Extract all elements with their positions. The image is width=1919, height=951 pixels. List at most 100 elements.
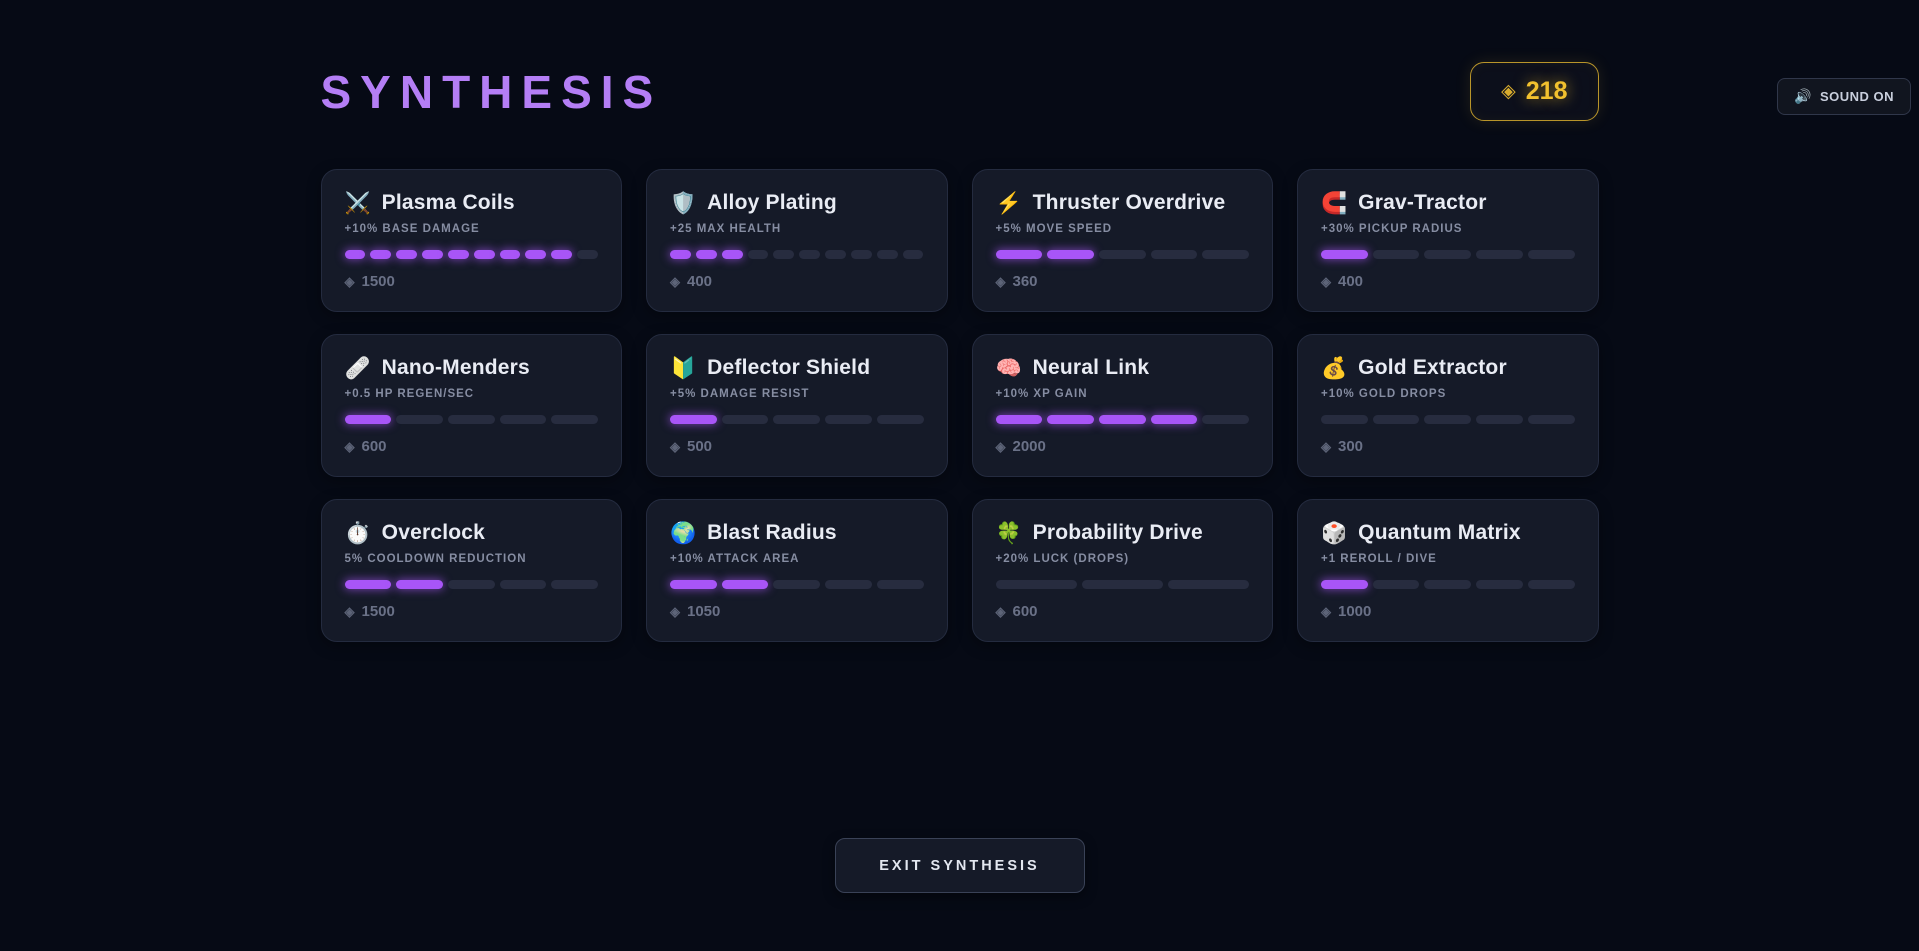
upgrade-card-header: 🛡️ Alloy Plating [670,191,924,215]
upgrade-pip [773,250,795,259]
cost-diamond-icon: ◈ [670,438,680,454]
upgrade-card-header: 💰 Gold Extractor [1321,356,1575,380]
upgrade-card-header: 🍀 Probability Drive [996,521,1250,545]
upgrade-pip [525,250,547,259]
cost-diamond-icon: ◈ [344,273,355,289]
upgrade-name: Neural Link [1032,356,1150,379]
upgrade-card[interactable]: ⚔️ Plasma Coils +10% BASE DAMAGE ◈ 1500 [320,169,622,312]
upgrade-pip [499,250,521,259]
beginner-shield-icon: 🔰 [670,356,697,380]
upgrade-level-pips [670,580,924,589]
upgrade-card[interactable]: 🧲 Grav-Tractor +30% PICKUP RADIUS ◈ 400 [1297,169,1599,312]
cost-diamond-icon: ◈ [670,603,680,619]
exit-synthesis-button[interactable]: EXIT SYNTHESIS [834,838,1085,893]
upgrade-card[interactable]: 🛡️ Alloy Plating +25 MAX HEALTH ◈ 400 [646,169,948,312]
upgrade-pip [825,250,846,259]
globe-icon: 🌍 [670,521,697,545]
upgrade-pip [551,415,599,424]
upgrade-pip [1527,580,1575,589]
upgrade-pip [422,250,443,259]
crossed-swords-icon: ⚔️ [344,191,371,215]
currency-amount: 218 [1525,77,1568,105]
upgrade-cost: ◈ 1000 [1321,603,1575,620]
upgrade-pip [499,415,547,424]
upgrade-name: Nano-Menders [381,356,530,379]
upgrade-pip [995,415,1043,424]
upgrade-name: Overclock [381,521,486,544]
speaker-icon: 🔊 [1794,88,1812,104]
upgrade-pip [670,580,717,589]
upgrade-cost: ◈ 400 [1321,273,1575,290]
upgrade-effect: +10% BASE DAMAGE [344,223,480,235]
upgrade-pip [344,580,392,589]
upgrade-pip [825,415,872,424]
upgrade-pip [1047,250,1094,259]
upgrade-card-header: 🔰 Deflector Shield [670,356,924,380]
upgrade-pip [370,250,392,259]
upgrade-effect: +10% ATTACK AREA [670,553,800,565]
sound-toggle-label: SOUND ON [1819,89,1894,104]
upgrade-cost: ◈ 360 [996,273,1250,290]
upgrade-name: Thruster Overdrive [1032,191,1226,214]
upgrade-card[interactable]: 🍀 Probability Drive +20% LUCK (DROPS) ◈ … [971,499,1273,642]
cost-diamond-icon: ◈ [1321,438,1331,454]
currency-badge: ◈ 218 [1470,62,1599,121]
cost-diamond-icon: ◈ [1321,273,1331,289]
upgrade-name: Quantum Matrix [1358,521,1521,544]
upgrade-pip [1476,250,1523,259]
cost-value: 360 [1012,273,1038,290]
upgrade-effect: +1 REROLL / DIVE [1321,553,1437,565]
upgrade-card[interactable]: 🌍 Blast Radius +10% ATTACK AREA ◈ 1050 [646,499,948,642]
upgrade-pip [773,580,821,589]
upgrade-pip [902,250,924,259]
upgrade-level-pips [344,580,599,589]
upgrade-effect: +0.5 HP REGEN/SEC [344,388,475,400]
upgrade-grid: ⚔️ Plasma Coils +10% BASE DAMAGE ◈ 1500 … [320,169,1599,642]
upgrade-pip [799,250,821,259]
cost-value: 1500 [361,603,395,620]
upgrade-pip [670,250,691,259]
upgrade-pip [747,250,769,259]
upgrade-cost: ◈ 1050 [670,603,924,620]
upgrade-pip [1150,250,1198,259]
upgrade-pip [344,415,392,424]
upgrade-name: Deflector Shield [707,356,871,379]
header: SYNTHESIS ◈ 218 [321,62,1599,121]
upgrade-card[interactable]: 🎲 Quantum Matrix +1 REROLL / DIVE ◈ 1000 [1297,499,1599,642]
upgrade-pip [1047,415,1094,424]
synthesis-screen: SYNTHESIS ◈ 218 ⚔️ Plasma Coils +10% BAS… [320,62,1599,893]
upgrade-cost: ◈ 1500 [345,603,599,620]
upgrade-cost: ◈ 1500 [345,273,599,290]
upgrade-pip [695,250,717,259]
upgrade-card[interactable]: ⚡ Thruster Overdrive +5% MOVE SPEED ◈ 36… [971,169,1273,312]
dice-icon: 🎲 [1321,521,1348,545]
upgrade-effect: +20% LUCK (DROPS) [995,553,1130,565]
upgrade-card[interactable]: 💰 Gold Extractor +10% GOLD DROPS ◈ 300 [1297,334,1599,477]
upgrade-effect: 5% COOLDOWN REDUCTION [344,553,527,565]
upgrade-cost: ◈ 2000 [996,438,1250,455]
upgrade-card[interactable]: 🧠 Neural Link +10% XP GAIN ◈ 2000 [971,334,1273,477]
upgrade-effect: +5% DAMAGE RESIST [670,388,810,400]
bandage-icon: 🩹 [344,356,371,380]
upgrade-card[interactable]: 🔰 Deflector Shield +5% DAMAGE RESIST ◈ 5… [646,334,948,477]
upgrade-pip [1527,250,1575,259]
upgrade-card-header: 🎲 Quantum Matrix [1321,521,1575,545]
upgrade-effect: +30% PICKUP RADIUS [1321,223,1463,235]
upgrade-level-pips [995,415,1250,424]
upgrade-card[interactable]: 🩹 Nano-Menders +0.5 HP REGEN/SEC ◈ 600 [320,334,622,477]
cost-value: 500 [687,438,713,455]
page-title: SYNTHESIS [320,65,663,118]
sound-toggle-button[interactable]: 🔊 SOUND ON [1777,78,1911,115]
upgrade-pip [721,415,769,424]
upgrade-pip [1527,415,1575,424]
upgrade-pip [1098,250,1146,259]
cost-value: 2000 [1012,438,1046,455]
upgrade-effect: +5% MOVE SPEED [995,223,1113,235]
clover-icon: 🍀 [995,521,1022,545]
upgrade-pip [473,250,495,259]
upgrade-level-pips [1321,415,1575,424]
upgrade-level-pips [995,580,1250,589]
upgrade-cost: ◈ 600 [996,603,1250,620]
upgrade-pip [447,250,469,259]
upgrade-card[interactable]: ⏱️ Overclock 5% COOLDOWN REDUCTION ◈ 150… [320,499,622,642]
